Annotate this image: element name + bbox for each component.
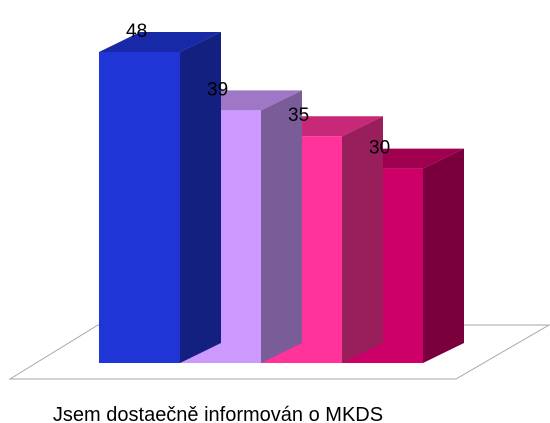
- data-labels-group: 48 39 35 30: [126, 21, 390, 159]
- data-label-2: 39: [207, 79, 228, 100]
- bar-1-top: [99, 32, 221, 52]
- data-label-4: 30: [369, 138, 390, 159]
- bar-1-front: [99, 52, 180, 363]
- bars-group: [99, 32, 464, 364]
- bar-4-side: [423, 148, 464, 363]
- bar-3-side: [342, 116, 383, 364]
- bar-2-side: [261, 90, 302, 363]
- data-label-3: 35: [288, 105, 309, 126]
- bar-1-side: [180, 32, 221, 363]
- data-label-1: 48: [126, 21, 147, 42]
- bar-1: [99, 32, 221, 363]
- category-label: Jsem dostaečně informován o MKDS: [53, 404, 383, 423]
